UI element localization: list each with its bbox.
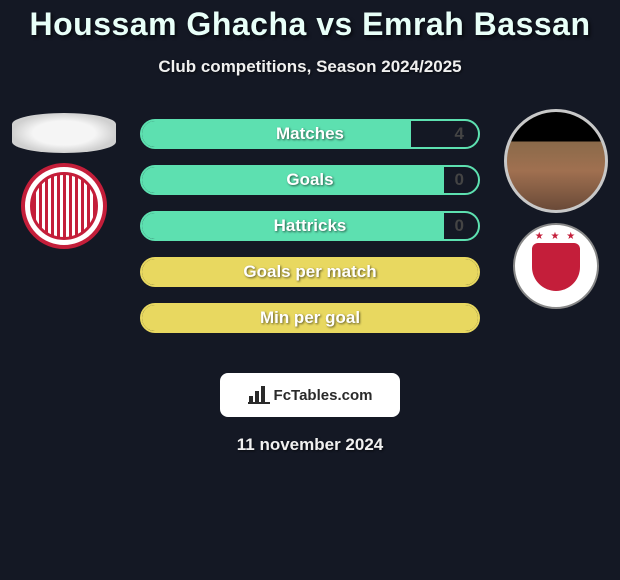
page-title: Houssam Ghacha vs Emrah Bassan xyxy=(0,0,620,43)
stat-bar: Goals0 xyxy=(140,165,480,195)
stat-bar-value: 4 xyxy=(455,121,464,147)
stat-bar-label: Goals xyxy=(142,167,478,193)
player-avatar-right xyxy=(504,109,608,213)
stat-bar-value: 0 xyxy=(455,167,464,193)
stat-bar-label: Matches xyxy=(142,121,478,147)
stat-bar: Min per goal xyxy=(140,303,480,333)
left-player-column xyxy=(8,109,120,249)
stat-bar-label: Min per goal xyxy=(142,305,478,331)
stat-bar: Goals per match xyxy=(140,257,480,287)
footer-branding: FcTables.com xyxy=(220,373,400,417)
stat-bar-label: Hattricks xyxy=(142,213,478,239)
stat-bar-label: Goals per match xyxy=(142,259,478,285)
subtitle: Club competitions, Season 2024/2025 xyxy=(0,57,620,77)
comparison-bars: Matches4Goals0Hattricks0Goals per matchM… xyxy=(140,119,480,349)
date-label: 11 november 2024 xyxy=(0,435,620,455)
player-avatar-left xyxy=(12,113,116,153)
bar-chart-icon xyxy=(248,386,270,404)
stat-bar: Hattricks0 xyxy=(140,211,480,241)
comparison-panel: Matches4Goals0Hattricks0Goals per matchM… xyxy=(0,109,620,359)
stat-bar: Matches4 xyxy=(140,119,480,149)
right-player-column xyxy=(500,109,612,309)
club-badge-right xyxy=(513,223,599,309)
footer-site-label: FcTables.com xyxy=(274,387,373,404)
club-badge-left xyxy=(21,163,107,249)
stat-bar-value: 0 xyxy=(455,213,464,239)
